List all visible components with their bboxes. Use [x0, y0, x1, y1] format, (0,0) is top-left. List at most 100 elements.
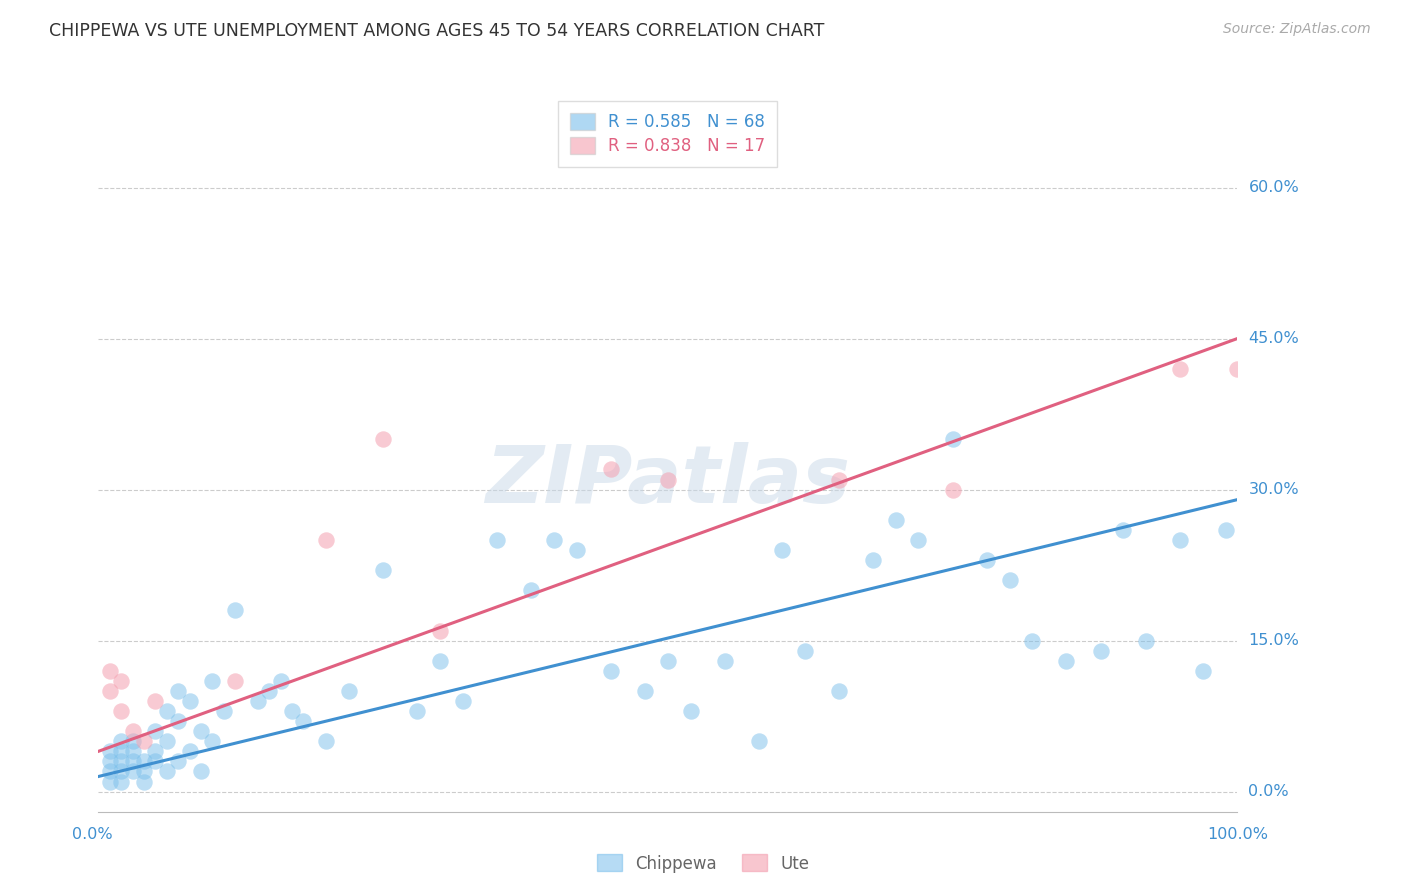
Point: [270, 673, 292, 688]
Legend: R = 0.585   N = 68, R = 0.838   N = 17: R = 0.585 N = 68, R = 0.838 N = 17: [558, 102, 778, 167]
Point: [315, 533, 337, 547]
Point: [1170, 361, 1192, 376]
Point: [190, 764, 212, 779]
Point: [337, 684, 360, 698]
Point: [714, 654, 737, 668]
Point: [600, 462, 623, 476]
Point: [907, 533, 929, 547]
Point: [145, 755, 167, 769]
Point: [110, 755, 132, 769]
Point: [156, 734, 179, 748]
Point: [884, 513, 907, 527]
Point: [132, 755, 155, 769]
Point: [679, 704, 702, 718]
Point: [486, 533, 509, 547]
Point: [121, 744, 143, 758]
Point: [1090, 643, 1112, 657]
Point: [121, 734, 143, 748]
Text: 45.0%: 45.0%: [1249, 331, 1299, 346]
Point: [1021, 633, 1043, 648]
Point: [167, 755, 190, 769]
Point: [110, 764, 132, 779]
Point: [1112, 523, 1135, 537]
Point: [565, 543, 588, 558]
Point: [429, 624, 451, 638]
Point: [132, 774, 155, 789]
Point: [110, 734, 132, 748]
Point: [156, 764, 179, 779]
Point: [862, 553, 884, 567]
Point: [1215, 523, 1237, 537]
Point: [429, 654, 451, 668]
Legend: Chippewa, Ute: Chippewa, Ute: [591, 847, 815, 880]
Point: [98, 664, 121, 678]
Point: [98, 744, 121, 758]
Point: [110, 704, 132, 718]
Point: [224, 603, 246, 617]
Point: [451, 694, 474, 708]
Text: CHIPPEWA VS UTE UNEMPLOYMENT AMONG AGES 45 TO 54 YEARS CORRELATION CHART: CHIPPEWA VS UTE UNEMPLOYMENT AMONG AGES …: [49, 22, 824, 40]
Point: [600, 664, 623, 678]
Point: [406, 704, 429, 718]
Point: [748, 734, 770, 748]
Point: [110, 774, 132, 789]
Point: [190, 724, 212, 739]
Point: [1192, 664, 1215, 678]
Text: ZIPatlas: ZIPatlas: [485, 442, 851, 519]
Point: [1226, 361, 1249, 376]
Point: [657, 473, 679, 487]
Point: [201, 673, 224, 688]
Point: [520, 583, 543, 598]
Point: [246, 694, 269, 708]
Point: [132, 764, 155, 779]
Text: 15.0%: 15.0%: [1249, 633, 1299, 648]
Point: [145, 724, 167, 739]
Point: [998, 573, 1021, 587]
Point: [121, 724, 143, 739]
Point: [98, 774, 121, 789]
Point: [167, 714, 190, 728]
Point: [98, 764, 121, 779]
Point: [179, 744, 201, 758]
Point: [132, 734, 155, 748]
Point: [179, 694, 201, 708]
Point: [770, 543, 793, 558]
Point: [121, 755, 143, 769]
Point: [281, 704, 304, 718]
Point: [292, 714, 315, 728]
Point: [121, 764, 143, 779]
Point: [259, 684, 281, 698]
Point: [145, 744, 167, 758]
Point: [1135, 633, 1157, 648]
Text: Source: ZipAtlas.com: Source: ZipAtlas.com: [1223, 22, 1371, 37]
Point: [371, 563, 394, 577]
Text: 0.0%: 0.0%: [1249, 784, 1289, 799]
Point: [942, 483, 965, 497]
Point: [224, 673, 246, 688]
Point: [634, 684, 657, 698]
Point: [212, 704, 235, 718]
Point: [98, 755, 121, 769]
Point: [543, 533, 565, 547]
Point: [371, 432, 394, 446]
Point: [145, 694, 167, 708]
Point: [828, 684, 851, 698]
Point: [110, 673, 132, 688]
Point: [976, 553, 998, 567]
Point: [156, 704, 179, 718]
Text: 30.0%: 30.0%: [1249, 482, 1299, 497]
Point: [1170, 533, 1192, 547]
Point: [98, 684, 121, 698]
Point: [942, 432, 965, 446]
Text: 60.0%: 60.0%: [1249, 180, 1299, 195]
Point: [167, 684, 190, 698]
Point: [1056, 654, 1078, 668]
Point: [201, 734, 224, 748]
Point: [315, 734, 337, 748]
Point: [657, 654, 679, 668]
Text: 100.0%: 100.0%: [1206, 827, 1268, 842]
Point: [828, 473, 851, 487]
Point: [793, 643, 815, 657]
Point: [110, 744, 132, 758]
Text: 0.0%: 0.0%: [73, 827, 112, 842]
